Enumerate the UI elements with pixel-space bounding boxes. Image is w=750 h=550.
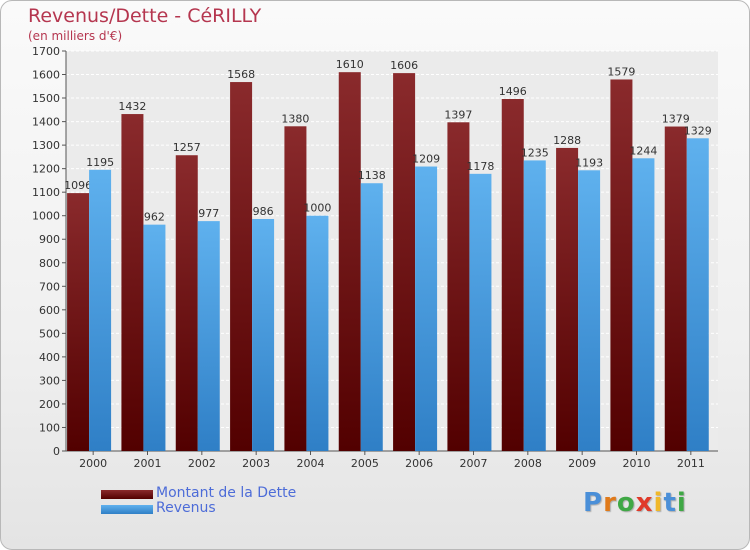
x-tick-label: 2000 <box>79 457 107 470</box>
x-tick-label: 2006 <box>405 457 433 470</box>
logo-letter: i <box>676 488 687 518</box>
chart-title: Revenus/Dette - CéRILLY <box>28 5 262 27</box>
x-tick-label: 2004 <box>297 457 325 470</box>
bar-dette <box>121 114 144 451</box>
logo-letter: o <box>616 488 636 518</box>
y-tick-label: 500 <box>39 327 60 340</box>
y-tick-label: 100 <box>39 421 60 434</box>
bar-revenus <box>415 166 438 451</box>
data-label-dette: 1379 <box>662 113 690 126</box>
y-tick-label: 400 <box>39 351 60 364</box>
bar-revenus <box>252 219 275 451</box>
y-tick-label: 800 <box>39 257 60 270</box>
bar-dette <box>393 73 416 451</box>
y-tick-label: 900 <box>39 233 60 246</box>
data-label-dette: 1096 <box>64 179 92 192</box>
bar-dette <box>230 82 253 451</box>
bar-revenus <box>143 224 166 451</box>
logo-letter: r <box>603 488 617 518</box>
y-tick-label: 200 <box>39 398 60 411</box>
y-tick-label: 1000 <box>32 210 60 223</box>
bar-dette <box>610 79 633 452</box>
bar-revenus <box>89 169 112 451</box>
x-tick-label: 2003 <box>242 457 270 470</box>
logo-letter: P <box>583 488 604 518</box>
legend-label-dette: Montant de la Dette <box>156 485 297 501</box>
bar-revenus <box>523 160 546 452</box>
bar-dette <box>284 126 307 451</box>
x-tick-label: 2009 <box>568 457 596 470</box>
logo-letter: t <box>663 488 677 518</box>
data-label-revenus: 1329 <box>684 124 712 137</box>
data-label-dette: 1610 <box>336 58 364 71</box>
data-label-dette: 1606 <box>390 59 418 72</box>
plot-area <box>66 51 718 451</box>
bar-dette <box>338 72 361 452</box>
bar-dette <box>664 126 687 451</box>
y-tick-label: 700 <box>39 280 60 293</box>
bar-revenus <box>632 158 655 451</box>
data-label-dette: 1496 <box>499 85 527 98</box>
data-label-dette: 1397 <box>444 108 472 121</box>
data-label-revenus: 1244 <box>629 144 657 157</box>
y-tick-label: 1300 <box>32 139 60 152</box>
y-tick-label: 600 <box>39 304 60 317</box>
bar-revenus <box>197 221 220 451</box>
y-tick-label: 300 <box>39 374 60 387</box>
bar-dette <box>447 122 470 451</box>
y-tick-label: 1500 <box>32 92 60 105</box>
x-tick-label: 2001 <box>134 457 162 470</box>
data-label-revenus: 1193 <box>575 156 603 169</box>
bar-revenus <box>360 183 383 451</box>
proxiti-logo: Proxiti <box>583 488 687 518</box>
bar-dette <box>556 147 579 452</box>
y-tick-label: 1700 <box>32 45 60 58</box>
bar-dette <box>175 155 198 451</box>
data-label-revenus: 1138 <box>358 169 386 182</box>
data-label-dette: 1288 <box>553 134 581 147</box>
data-label-revenus: 986 <box>253 205 274 218</box>
data-label-revenus: 1000 <box>303 202 331 215</box>
x-tick-label: 2011 <box>677 457 705 470</box>
data-label-dette: 1579 <box>607 65 635 78</box>
data-label-revenus: 977 <box>198 207 219 220</box>
legend-label-revenus: Revenus <box>156 500 216 516</box>
chart-subtitle: (en milliers d'€) <box>28 29 123 43</box>
legend-swatch-dette <box>101 490 153 499</box>
bar-revenus <box>306 215 329 451</box>
y-tick-label: 1100 <box>32 186 60 199</box>
y-tick-label: 1600 <box>32 69 60 82</box>
y-tick-label: 1200 <box>32 163 60 176</box>
x-tick-label: 2010 <box>623 457 651 470</box>
data-label-dette: 1432 <box>118 100 146 113</box>
bar-dette <box>67 193 90 451</box>
x-tick-label: 2007 <box>460 457 488 470</box>
data-label-dette: 1568 <box>227 68 255 81</box>
x-tick-label: 2002 <box>188 457 216 470</box>
y-tick-label: 1400 <box>32 116 60 129</box>
x-tick-label: 2008 <box>514 457 542 470</box>
data-label-revenus: 1195 <box>86 156 114 169</box>
bar-revenus <box>578 170 601 451</box>
x-tick-label: 2005 <box>351 457 379 470</box>
bar-dette <box>501 99 524 451</box>
y-tick-label: 0 <box>53 445 60 458</box>
data-label-dette: 1257 <box>173 141 201 154</box>
legend-swatch-revenus <box>101 505 153 514</box>
data-label-revenus: 962 <box>144 211 165 224</box>
data-label-revenus: 1178 <box>466 160 494 173</box>
data-label-revenus: 1235 <box>521 146 549 159</box>
logo-letter: i <box>653 488 664 518</box>
bar-revenus <box>469 173 492 451</box>
data-label-revenus: 1209 <box>412 153 440 166</box>
data-label-dette: 1380 <box>281 112 309 125</box>
logo-letter: x <box>635 488 654 518</box>
bar-revenus <box>686 138 709 451</box>
